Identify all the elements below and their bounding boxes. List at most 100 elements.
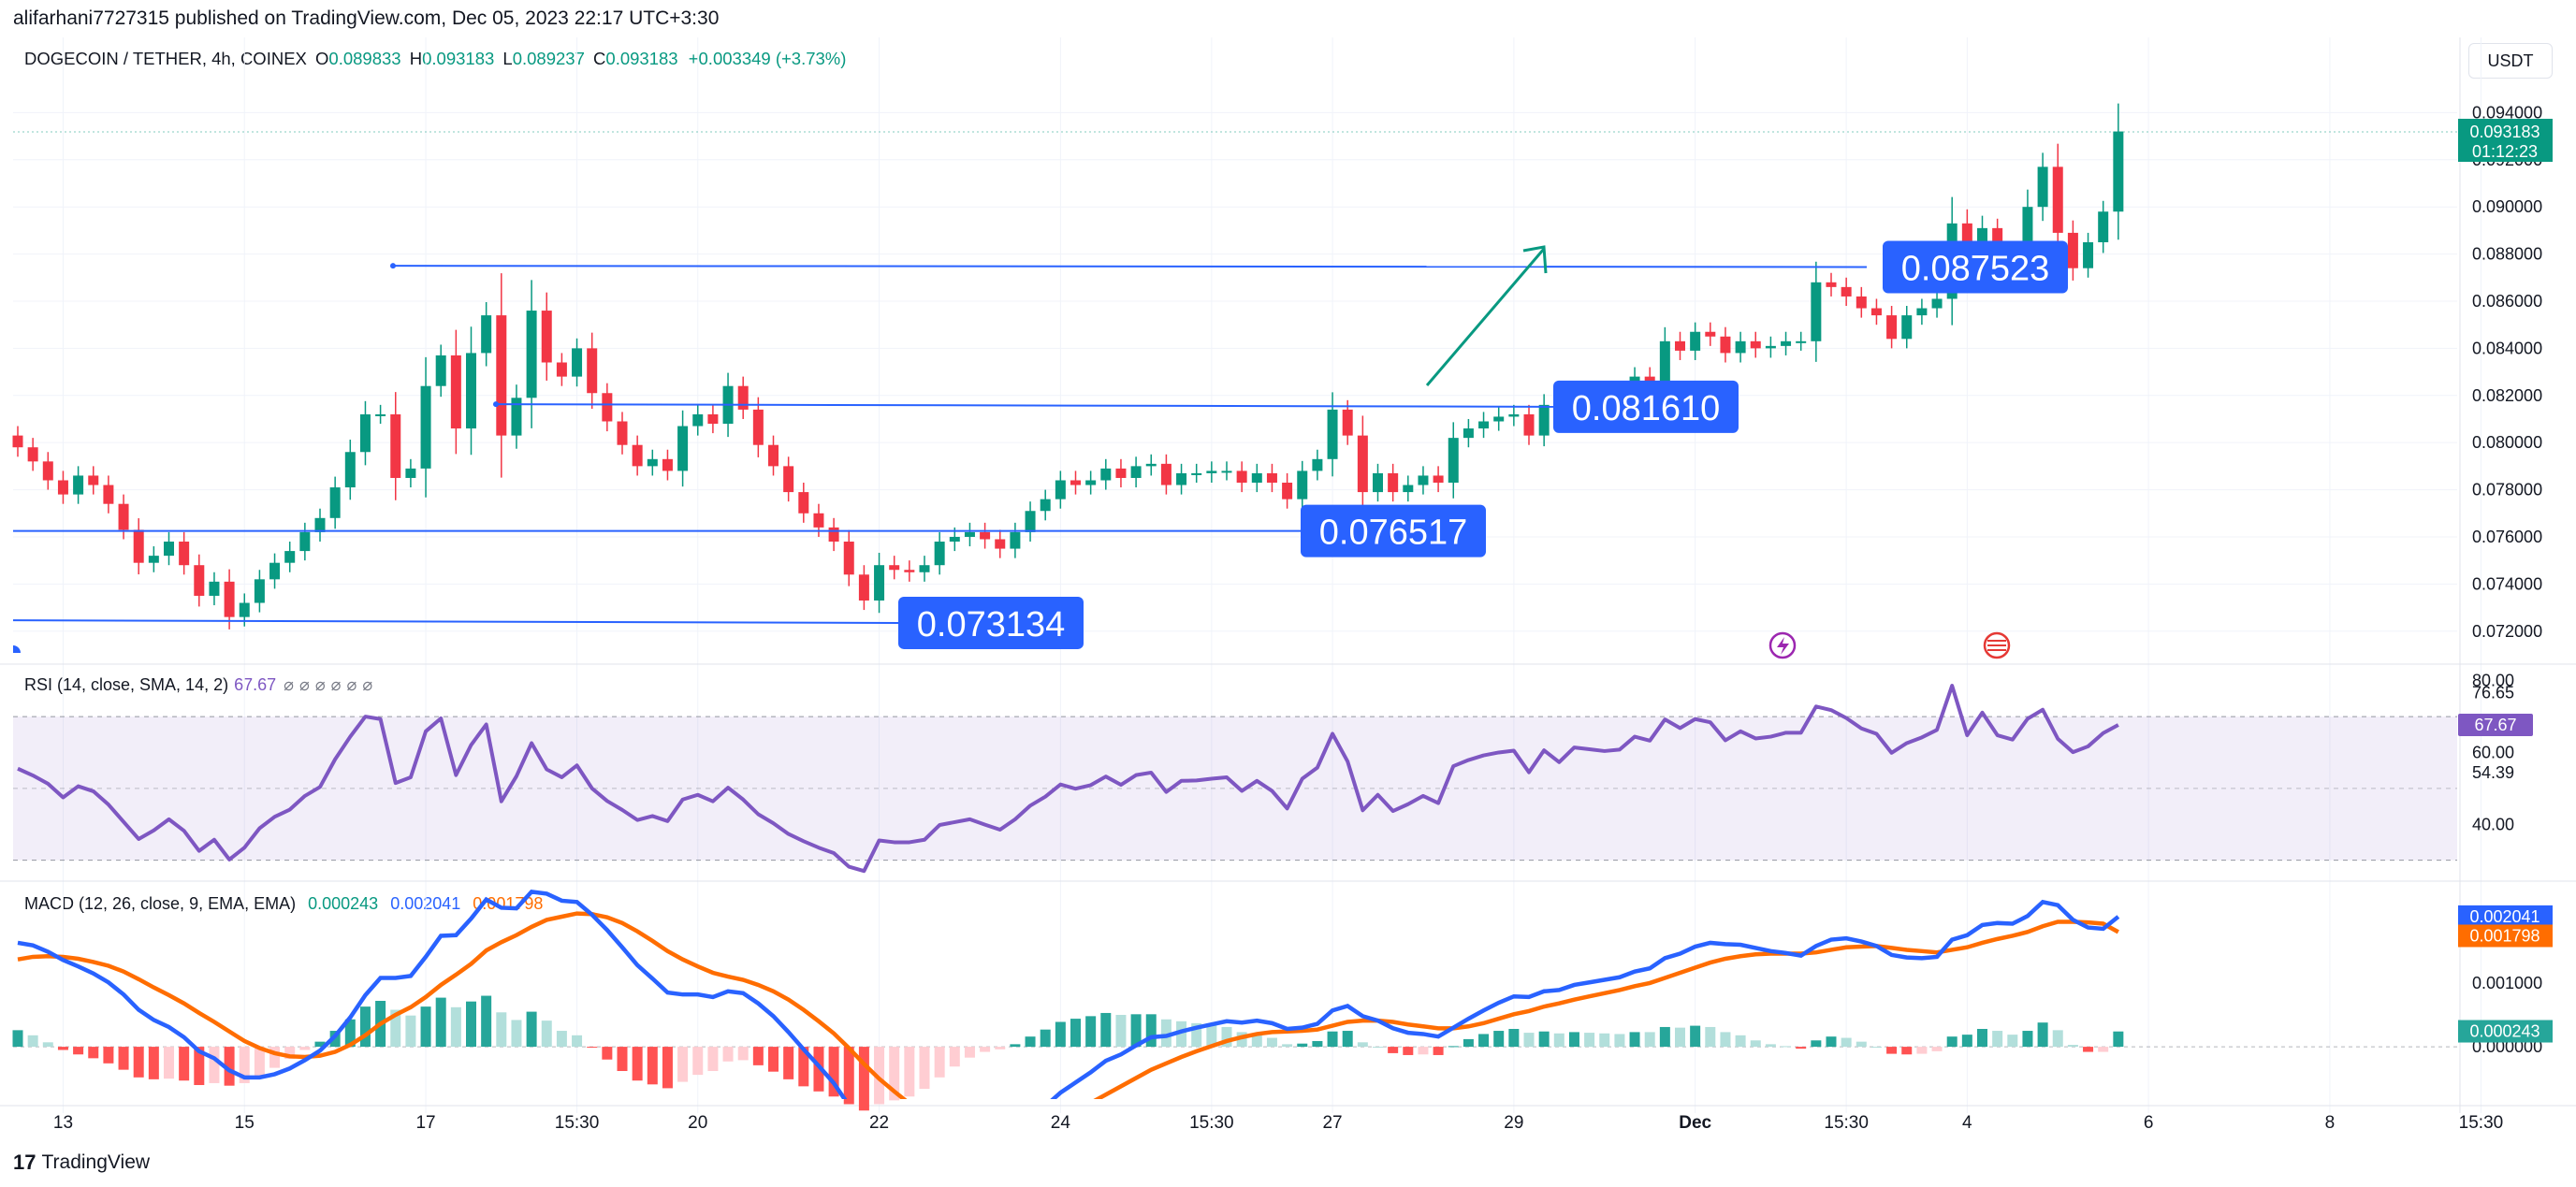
- open-value: 0.089833: [328, 49, 401, 68]
- macd-histogram-bar: [692, 1047, 704, 1076]
- candle-body: [1675, 340, 1685, 351]
- macd-histogram-bar: [27, 1035, 38, 1048]
- candle-body: [511, 398, 522, 436]
- macd-histogram-bar: [435, 997, 446, 1048]
- candle-body: [496, 315, 507, 436]
- level-label-text: 0.087523: [1901, 249, 2050, 288]
- macd-histogram-bar: [934, 1047, 945, 1078]
- macd-histogram-bar: [359, 1006, 371, 1048]
- macd-histogram-bar: [299, 1047, 311, 1050]
- macd-histogram-bar: [1584, 1033, 1595, 1048]
- rsi-axis-label: 54.39: [2472, 763, 2514, 782]
- macd-histogram-bar: [1720, 1032, 1731, 1048]
- candle-body: [390, 413, 401, 478]
- rsi-axis-label: 60.00: [2472, 743, 2514, 761]
- macd-histogram-bar: [1568, 1032, 1579, 1048]
- symbol-title: DOGECOIN / TETHER, 4h, COINEX: [24, 49, 307, 68]
- candle-body: [299, 531, 311, 552]
- macd-histogram-bar: [707, 1047, 719, 1071]
- candle-body: [964, 531, 975, 537]
- macd-line: [17, 890, 2120, 1099]
- macd-histogram-bar: [1357, 1042, 1368, 1048]
- macd-histogram-bar: [1160, 1019, 1172, 1048]
- candle-body: [647, 458, 658, 467]
- macd-last-badge-text: 0.002041: [2469, 907, 2540, 926]
- level-label-box: [1883, 240, 2068, 294]
- candle-body: [541, 311, 552, 363]
- macd-histogram-bar: [179, 1047, 190, 1081]
- macd-histogram-bar: [194, 1047, 205, 1085]
- price-axis-label: 0.094000: [2472, 103, 2542, 122]
- macd-histogram-bar: [662, 1047, 673, 1089]
- close-value: 0.093183: [605, 49, 678, 68]
- macd-histogram-bar: [752, 1047, 764, 1065]
- time-axis-label: 24: [1051, 1113, 1071, 1133]
- macd-histogram-bar: [481, 995, 492, 1048]
- trend-arrow-head-icon: [1522, 245, 1548, 274]
- macd-histogram-bar: [572, 1035, 583, 1048]
- macd-histogram-bar: [1433, 1047, 1444, 1055]
- candle-body: [1886, 315, 1898, 340]
- logo-mark-icon: 17: [13, 1151, 36, 1174]
- price-axis-label: 0.080000: [2472, 433, 2542, 452]
- time-axis-label: 8: [2325, 1113, 2336, 1133]
- hist-last-badge-text: 0.000243: [2469, 1022, 2540, 1041]
- candle-body: [1176, 472, 1187, 485]
- macd-histogram-bar: [980, 1047, 991, 1052]
- time-axis-label: 4: [1962, 1113, 1972, 1133]
- candle-body: [420, 385, 431, 469]
- bar-countdown: 01:12:23: [2472, 142, 2538, 161]
- candle-body: [269, 562, 281, 580]
- flag-stripes-icon: [1987, 640, 2006, 651]
- candle-body: [602, 393, 613, 422]
- candle-body: [1508, 413, 1520, 417]
- macd-histogram-bar: [1191, 1022, 1202, 1048]
- macd-histogram-bar: [798, 1047, 809, 1087]
- macd-histogram-bar: [2022, 1031, 2033, 1048]
- macd-histogram-bar: [874, 1047, 885, 1105]
- macd-histogram-bar: [1130, 1014, 1142, 1048]
- candle-body: [1735, 340, 1746, 354]
- trend-arrow-line: [1425, 248, 1546, 386]
- candle-body: [919, 565, 930, 572]
- candle-body: [1463, 428, 1474, 439]
- macd-histogram-bar: [103, 1047, 114, 1064]
- macd-last-badge: [2458, 905, 2553, 928]
- macd-histogram-bar: [1659, 1026, 1670, 1048]
- macd-histogram-bar: [843, 1047, 854, 1105]
- time-axis-label: 17: [415, 1113, 435, 1133]
- lightning-event-icon[interactable]: [1768, 631, 1797, 659]
- macd-histogram-bar: [1342, 1031, 1353, 1048]
- macd-histogram-bar: [1176, 1021, 1187, 1048]
- macd-histogram-bar: [1599, 1033, 1610, 1048]
- candle-body: [42, 461, 53, 481]
- macd-axis-label: 0.001000: [2472, 974, 2542, 992]
- candle-body: [1448, 438, 1459, 484]
- time-axis-label: 15:30: [555, 1113, 600, 1133]
- candle-body: [1523, 413, 1535, 436]
- candle-body: [344, 452, 356, 488]
- candle-body: [375, 413, 386, 416]
- candle-body: [88, 475, 99, 485]
- hidden-inputs-icons: ⌀⌀⌀⌀⌀⌀: [284, 675, 379, 694]
- tradingview-logo[interactable]: 17 TradingView: [13, 1151, 150, 1175]
- macd-histogram-bar: [1629, 1032, 1640, 1048]
- macd-histogram-bar: [1796, 1047, 1807, 1049]
- candle-body: [1478, 421, 1490, 429]
- macd-histogram-bar: [617, 1047, 628, 1071]
- macd-histogram-bar: [269, 1047, 281, 1068]
- macd-histogram-bar: [587, 1047, 598, 1049]
- hist-last-badge: [2458, 1020, 2553, 1043]
- macd-histogram-bar: [164, 1047, 174, 1079]
- macd-histogram-bar: [1312, 1040, 1323, 1048]
- currency-button[interactable]: USDT: [2468, 43, 2553, 79]
- macd-histogram-bar: [511, 1020, 522, 1048]
- time-axis-label: 29: [1504, 1113, 1523, 1133]
- macd-signal-line: [17, 911, 2119, 1099]
- candle-body: [164, 542, 174, 557]
- macd-histogram-bar: [405, 1015, 416, 1048]
- macd-histogram-bar: [1946, 1036, 1957, 1048]
- macd-histogram-bar: [118, 1047, 129, 1070]
- candle-body: [2098, 211, 2109, 242]
